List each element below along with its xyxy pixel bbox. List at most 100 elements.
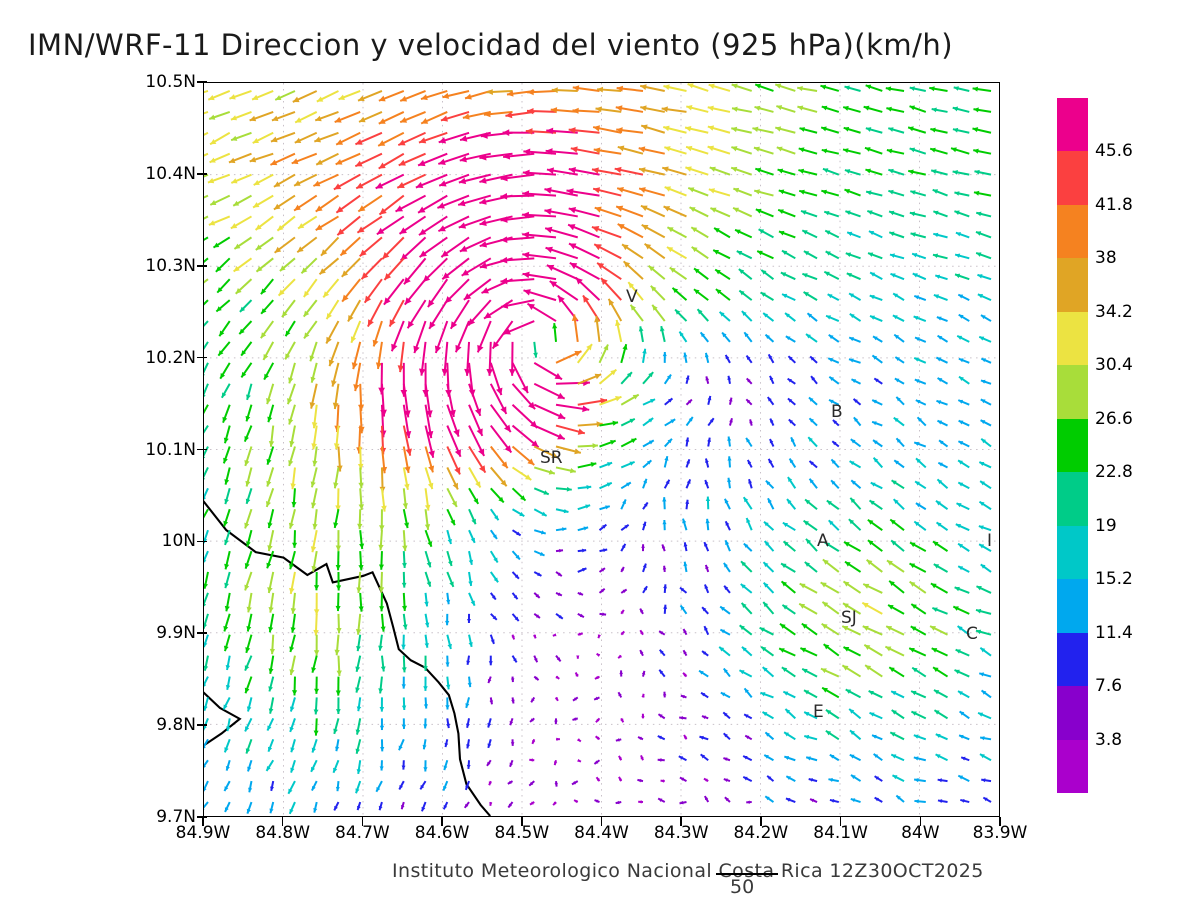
wind-arrow xyxy=(446,718,451,729)
wind-arrow xyxy=(445,676,451,690)
wind-arrow xyxy=(753,189,774,197)
wind-arrow xyxy=(952,605,970,615)
wind-arrow xyxy=(284,341,296,360)
wind-arrow xyxy=(739,624,753,636)
wind-arrow xyxy=(852,398,862,406)
wind-arrow xyxy=(657,797,666,803)
wind-arrow xyxy=(508,341,516,376)
wind-arrow xyxy=(913,520,927,531)
wind-arrow xyxy=(825,709,840,720)
colorbar-tick-label: 45.6 xyxy=(1095,141,1133,162)
wind-arrow xyxy=(262,341,275,361)
wind-arrow xyxy=(627,281,644,301)
wind-arrow xyxy=(388,299,405,328)
y-axis-tick-label: 10.5N xyxy=(145,72,196,92)
wind-arrow xyxy=(314,571,320,591)
wind-arrow xyxy=(309,383,318,409)
wind-arrow xyxy=(707,125,731,134)
wind-arrow xyxy=(335,592,341,612)
wind-arrow xyxy=(684,125,709,134)
wind-arrow xyxy=(423,718,428,729)
wind-arrow xyxy=(759,626,774,636)
wind-arrow xyxy=(443,759,449,771)
wind-arrow xyxy=(960,756,970,762)
wind-arrow xyxy=(208,110,231,120)
wind-arrow xyxy=(269,634,276,655)
wind-arrow xyxy=(204,257,209,263)
wind-arrow xyxy=(577,758,582,763)
wind-arrow xyxy=(378,90,405,102)
wind-arrow xyxy=(662,497,667,510)
wind-arrow xyxy=(620,393,640,406)
wind-arrow xyxy=(216,278,231,294)
wind-arrow xyxy=(894,377,905,385)
wind-arrow xyxy=(825,314,840,322)
wind-arrow xyxy=(862,583,883,594)
footer-text: Instituto Meteorologico Nacional Costa R… xyxy=(392,860,984,882)
wind-arrow xyxy=(468,550,474,565)
wind-arrow xyxy=(977,293,992,302)
wind-arrow xyxy=(784,312,796,322)
wind-arrow xyxy=(744,734,753,741)
wind-arrow xyxy=(266,467,275,487)
wind-arrow xyxy=(932,666,949,678)
colorbar-band xyxy=(1057,204,1088,259)
wind-arrow xyxy=(270,152,296,166)
wind-arrow xyxy=(358,551,364,571)
wind-arrow xyxy=(267,404,275,423)
wind-arrow xyxy=(828,777,839,783)
wind-arrow xyxy=(311,655,318,673)
wind-arrow xyxy=(204,592,209,607)
wind-arrow xyxy=(490,487,505,504)
wind-arrow xyxy=(333,718,340,735)
colorbar-band xyxy=(1057,258,1088,312)
wind-arrow xyxy=(204,571,209,589)
wind-arrow xyxy=(820,667,840,678)
wind-arrow xyxy=(797,85,818,92)
wind-arrow xyxy=(887,127,905,134)
wind-arrow xyxy=(769,438,775,447)
wind-arrow xyxy=(428,299,449,330)
wind-arrow xyxy=(270,131,296,143)
wind-arrow xyxy=(276,215,296,232)
wind-arrow xyxy=(446,592,451,605)
wind-arrow xyxy=(662,351,667,363)
wind-arrow xyxy=(489,801,493,806)
wind-arrow xyxy=(866,210,883,218)
wind-arrow xyxy=(555,466,576,474)
wind-arrow xyxy=(271,110,296,122)
wind-arrow xyxy=(313,801,318,813)
wind-arrow xyxy=(784,755,796,762)
wind-arrow xyxy=(356,634,362,652)
colorbar-band xyxy=(1057,739,1088,794)
wind-arrow xyxy=(511,613,520,622)
wind-arrow xyxy=(571,314,579,343)
wind-arrow xyxy=(703,541,710,552)
wind-arrow xyxy=(233,236,253,250)
wind-arrow xyxy=(593,147,622,155)
wind-arrow xyxy=(863,644,883,657)
wind-arrow xyxy=(446,446,461,475)
wind-arrow xyxy=(267,529,275,552)
wind-arrow xyxy=(704,458,710,468)
wind-arrow xyxy=(224,550,231,570)
wind-arrow xyxy=(871,399,883,406)
wind-arrow xyxy=(978,525,992,532)
wind-arrow xyxy=(754,105,774,113)
wind-arrow xyxy=(909,105,927,113)
wind-arrow xyxy=(350,320,362,344)
wind-arrow xyxy=(424,529,433,548)
wind-arrow xyxy=(356,801,362,811)
wind-arrow xyxy=(982,796,992,803)
wind-arrow xyxy=(526,302,557,322)
wind-arrow xyxy=(246,613,253,632)
wind-arrow xyxy=(767,497,775,510)
wind-arrow xyxy=(724,354,731,364)
wind-arrow xyxy=(252,194,274,209)
wind-arrow xyxy=(892,498,905,510)
wind-arrow xyxy=(885,625,905,636)
wind-arrow xyxy=(909,147,927,155)
wind-arrow xyxy=(313,131,339,143)
wind-arrow xyxy=(568,166,600,176)
